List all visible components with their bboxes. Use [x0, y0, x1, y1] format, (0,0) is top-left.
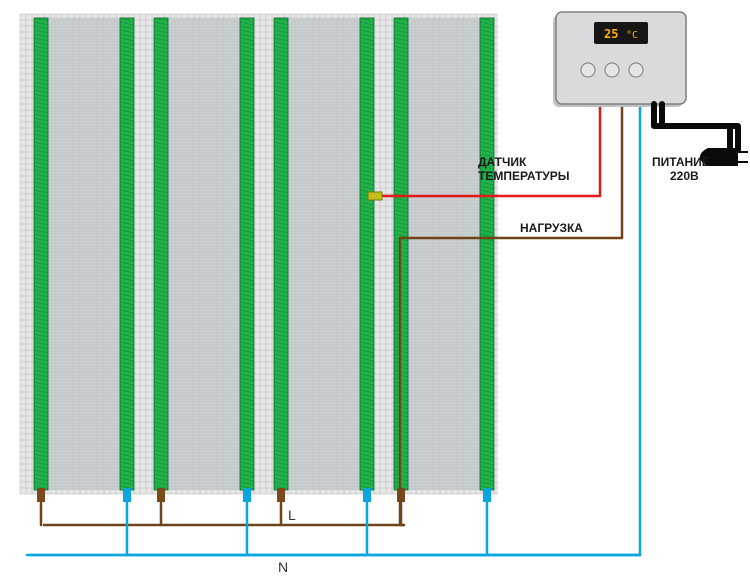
label-sensor-1: ДАТЧИК — [478, 155, 527, 169]
label-power-1: ПИТАНИЕ — [652, 155, 710, 169]
contact-L — [277, 488, 285, 502]
contact-N — [363, 488, 371, 502]
heating-panel — [34, 18, 134, 502]
heating-mat — [20, 14, 498, 502]
contact-L — [157, 488, 165, 502]
heating-panel — [274, 18, 374, 502]
thermostat-button[interactable] — [629, 63, 643, 77]
contact-L — [37, 488, 45, 502]
label-sensor-2: ТЕМПЕРАТУРЫ — [478, 169, 570, 183]
contact-N — [483, 488, 491, 502]
contact-N — [123, 488, 131, 502]
label-power-2: 220В — [670, 169, 699, 183]
thermostat-button[interactable] — [581, 63, 595, 77]
label-N: N — [278, 559, 288, 575]
label-L: L — [288, 507, 296, 523]
temperature-sensor-icon — [368, 192, 382, 200]
heating-panel — [394, 18, 494, 502]
heating-panel — [154, 18, 254, 502]
contact-N — [243, 488, 251, 502]
thermostat-unit: °C — [626, 30, 638, 41]
label-load: НАГРУЗКА — [520, 221, 583, 235]
thermostat-temperature: 25 — [604, 27, 618, 41]
thermostat-button[interactable] — [605, 63, 619, 77]
thermostat-display — [594, 22, 648, 44]
thermostat: 25 °C — [553, 12, 686, 107]
